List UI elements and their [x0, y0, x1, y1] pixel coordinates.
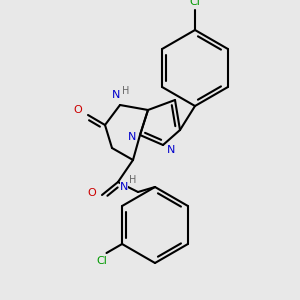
Text: H: H [129, 175, 137, 185]
Text: N: N [128, 132, 136, 142]
Text: Cl: Cl [96, 256, 107, 266]
Text: O: O [74, 105, 82, 115]
Text: N: N [167, 145, 175, 155]
Text: N: N [120, 182, 128, 192]
Text: N: N [112, 90, 120, 100]
Text: O: O [88, 188, 96, 198]
Text: Cl: Cl [190, 0, 200, 7]
Text: H: H [122, 86, 130, 96]
